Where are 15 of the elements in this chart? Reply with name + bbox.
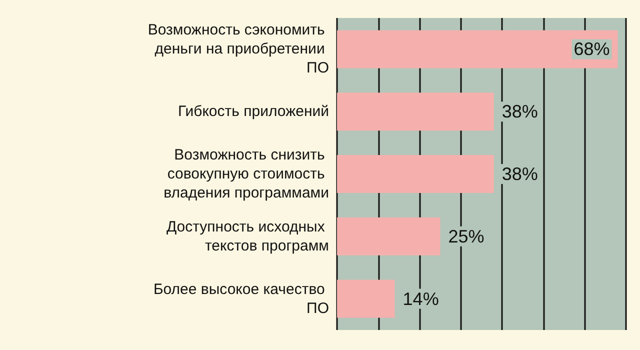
bar <box>337 217 440 256</box>
data-label: 38% <box>502 102 538 122</box>
y-tick-label: Гибкость приложений <box>178 103 329 120</box>
data-label: 68% <box>574 39 610 60</box>
y-tick-label: Возможность сэкономить деньги на приобретении ПО <box>148 22 329 77</box>
y-tick-label: Возможность снизить совокупную стоимость владения программами <box>164 146 329 202</box>
data-label: 25% <box>448 226 484 246</box>
data-label: 38% <box>502 164 538 184</box>
y-tick-label: Более высокое качество ПО <box>153 280 329 317</box>
bar <box>337 280 395 318</box>
bar <box>337 155 494 193</box>
bar <box>337 92 494 131</box>
data-label: 14% <box>402 288 439 309</box>
y-tick-label: Доступность исходных текстов программ <box>166 218 329 254</box>
bar <box>337 30 618 68</box>
